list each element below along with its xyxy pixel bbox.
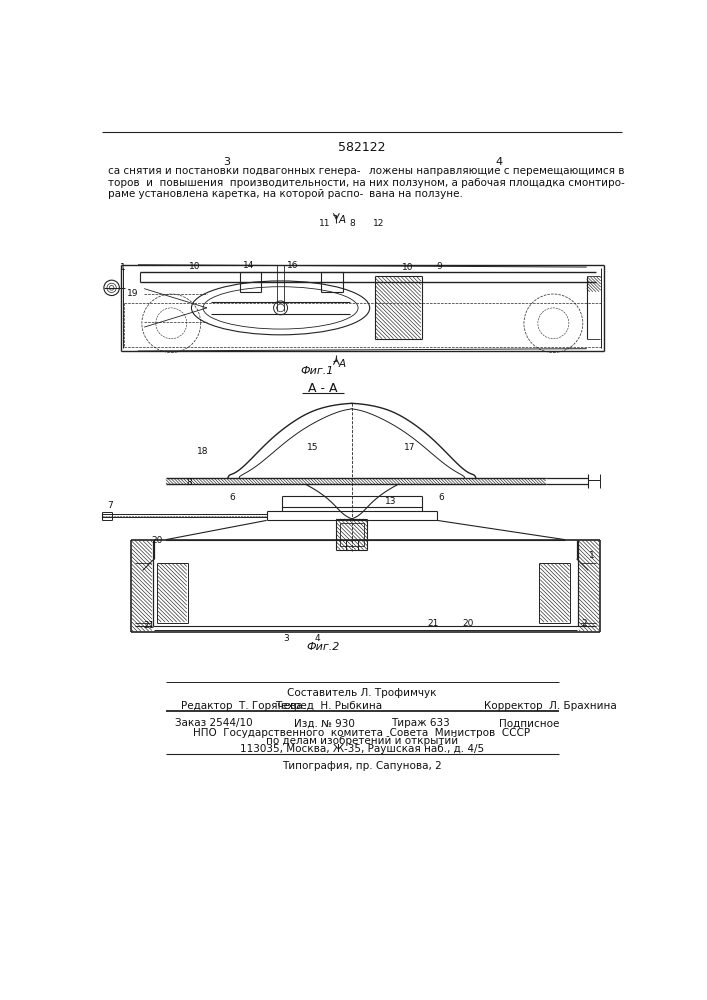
Text: 9: 9 [437,262,443,271]
Text: Фиг.1: Фиг.1 [300,366,334,376]
Text: 6: 6 [438,493,444,502]
Text: Корректор  Л. Брахнина: Корректор Л. Брахнина [484,701,617,711]
Text: 20: 20 [151,536,163,545]
Text: 1: 1 [589,551,595,560]
Text: 6: 6 [229,493,235,502]
Text: НПО  Государственного  комитета  Совета  Министров  СССР: НПО Государственного комитета Совета Мин… [194,728,530,738]
Text: Заказ 2544/10: Заказ 2544/10 [175,718,253,728]
Text: Тираж 633: Тираж 633 [391,718,450,728]
Text: 15: 15 [308,443,319,452]
Text: А: А [339,359,346,369]
Text: 2: 2 [582,619,588,628]
Text: Редактор  Т. Горячева: Редактор Т. Горячева [182,701,303,711]
Text: 14: 14 [243,261,255,270]
Text: 3: 3 [283,634,289,643]
Text: 10: 10 [402,263,414,272]
Text: 4: 4 [314,634,320,643]
Text: 19: 19 [127,289,139,298]
Text: 4: 4 [496,157,503,167]
Text: 17: 17 [404,443,416,452]
Text: Составитель Л. Трофимчук: Составитель Л. Трофимчук [287,688,437,698]
Text: 3: 3 [223,157,230,167]
Text: 21: 21 [143,620,155,630]
Text: 10: 10 [189,262,200,271]
Text: 8: 8 [186,478,192,487]
Text: 12: 12 [373,219,385,228]
Text: Типография, пр. Сапунова, 2: Типография, пр. Сапунова, 2 [282,761,442,771]
Text: Техред  Н. Рыбкина: Техред Н. Рыбкина [275,701,382,711]
Text: 21: 21 [428,619,439,628]
Text: Фиг.2: Фиг.2 [307,642,340,652]
Text: 7: 7 [107,501,113,510]
Text: са снятия и постановки подвагонных генера-
торов  и  повышения  производительнос: са снятия и постановки подвагонных генер… [107,166,366,199]
Text: 113035, Москва, Ж-35, Раушская наб., д. 4/5: 113035, Москва, Ж-35, Раушская наб., д. … [240,744,484,754]
Text: 13: 13 [385,497,397,506]
Text: 16: 16 [287,261,299,270]
Text: по делам изобретений и открытий: по делам изобретений и открытий [266,736,458,746]
Text: 8: 8 [349,219,355,228]
Text: ложены направляющие с перемещающимся в
них ползуном, а рабочая площадка смонтиро: ложены направляющие с перемещающимся в н… [369,166,625,199]
Text: А: А [339,215,346,225]
Text: 1: 1 [120,263,126,272]
Text: 582122: 582122 [338,141,386,154]
Text: Подписное: Подписное [499,718,559,728]
Text: 11: 11 [319,219,330,228]
Text: Изд. № 930: Изд. № 930 [293,718,355,728]
Text: 18: 18 [197,447,209,456]
Text: А - А: А - А [308,382,338,395]
Text: 20: 20 [462,619,474,628]
